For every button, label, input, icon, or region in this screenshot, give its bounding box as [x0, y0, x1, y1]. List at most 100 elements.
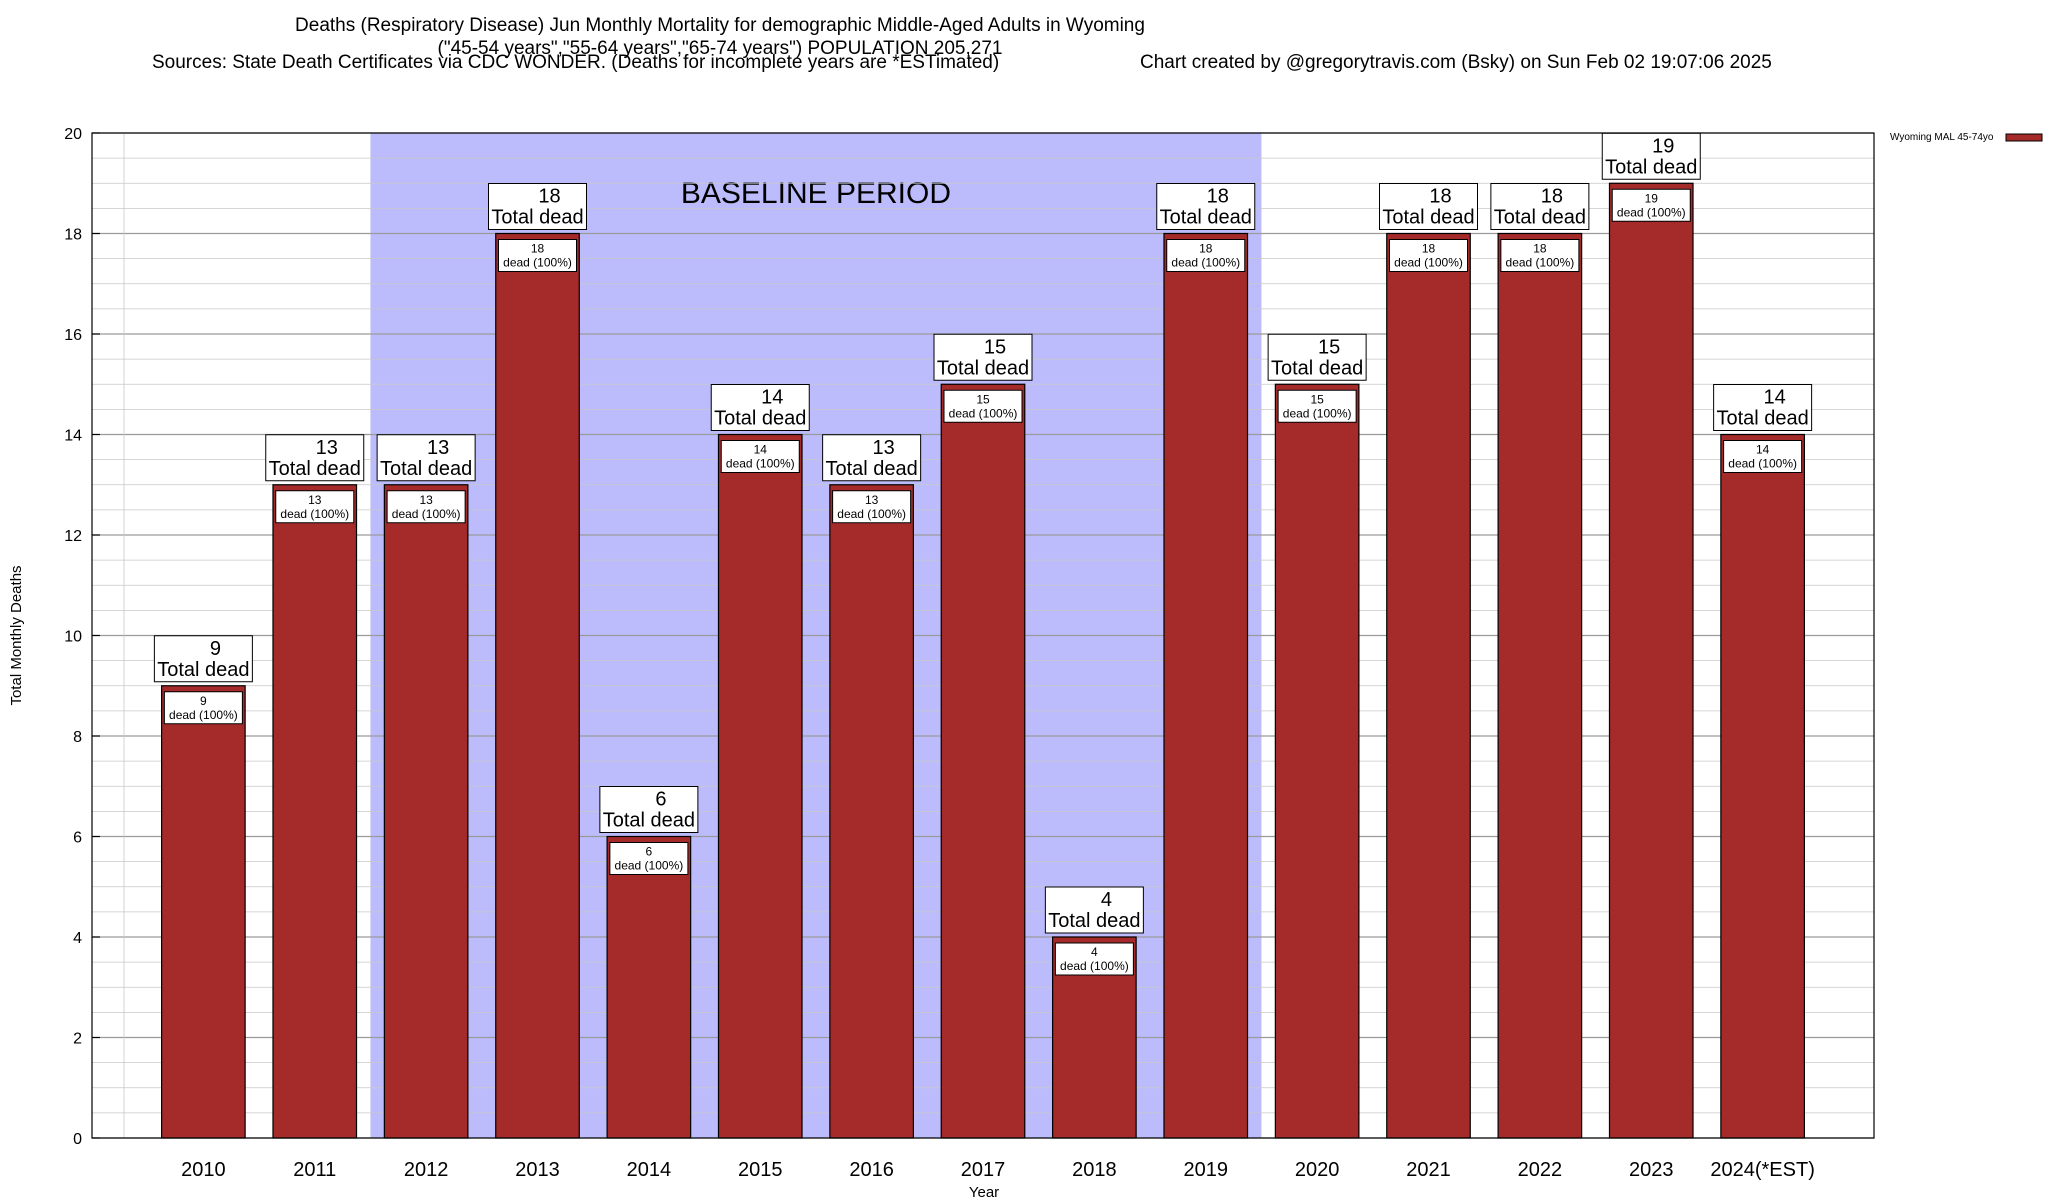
y-tick-label-8: 8	[73, 729, 82, 746]
chart-title: Deaths (Respiratory Disease) Jun Monthly…	[295, 15, 1145, 36]
total-value-label-2012: 13	[427, 437, 449, 459]
segment-label-box-2015	[720, 440, 800, 473]
total-text-label-2016: Total dead	[825, 458, 917, 480]
x-tick-label-2015: 2015	[738, 1159, 783, 1181]
segment-label-box-2019	[1166, 239, 1246, 272]
y-tick-label-2: 2	[73, 1031, 82, 1048]
segment-percent-label-2019: dead (100%)	[1171, 256, 1240, 270]
legend-swatch	[2005, 133, 2043, 142]
segment-value-label-2019: 18	[1199, 242, 1213, 256]
total-text-label-2015: Total dead	[714, 408, 806, 430]
total-text-label-2020: Total dead	[1271, 357, 1363, 379]
total-text-label-2011: Total dead	[269, 458, 361, 480]
bar-2021	[1386, 232, 1471, 1139]
segment-value-label-2011: 13	[308, 493, 322, 507]
segment-label-box-2022	[1500, 239, 1580, 272]
y-tick-label-16: 16	[64, 327, 82, 344]
segment-percent-label-2024(*EST): dead (100%)	[1728, 457, 1797, 471]
segment-percent-label-2015: dead (100%)	[726, 457, 795, 471]
total-label-box-2015	[710, 384, 810, 431]
x-tick-label-2011: 2011	[293, 1159, 336, 1181]
total-text-label-2019: Total dead	[1160, 207, 1252, 229]
total-label-box-2020	[1267, 333, 1367, 381]
total-value-label-2016: 13	[873, 437, 895, 459]
segment-label-box-2016	[832, 490, 912, 524]
total-value-label-2019: 18	[1207, 186, 1229, 208]
x-tick-label-2017: 2017	[961, 1159, 1006, 1181]
segment-value-label-2010: 9	[200, 694, 207, 708]
bar-2014	[606, 835, 692, 1139]
total-value-label-2014: 6	[655, 789, 666, 811]
total-label-box-2013	[488, 183, 587, 230]
total-label-box-2018	[1044, 886, 1144, 934]
x-tick-label-2019: 2019	[1184, 1159, 1229, 1181]
bar-2010	[161, 685, 246, 1139]
total-text-label-2010: Total dead	[157, 659, 249, 681]
total-value-label-2013: 18	[538, 186, 560, 208]
segment-percent-label-2021: dead (100%)	[1394, 256, 1463, 270]
bar-2019	[1163, 232, 1249, 1139]
total-value-label-2023: 19	[1652, 135, 1674, 157]
segment-percent-label-2022: dead (100%)	[1506, 256, 1575, 270]
chart-sources: Sources: State Death Certificates via CD…	[152, 52, 1000, 73]
segment-percent-label-2013: dead (100%)	[503, 256, 572, 270]
total-value-label-2020: 15	[1318, 336, 1340, 358]
chart-subtitle: ("45-54 years","55-64 years","65-74 year…	[437, 38, 1003, 59]
chart-credit: Chart created by @gregorytravis.com (Bsk…	[1140, 52, 1772, 73]
bar-2024(*EST)	[1720, 433, 1805, 1139]
total-text-label-2013: Total dead	[491, 207, 583, 229]
legend-entry-label: Wyoming MAL 45-74yo	[1890, 132, 1994, 143]
y-tick-label-10: 10	[64, 629, 82, 646]
y-tick-label-0: 0	[73, 1131, 82, 1148]
y-tick-label-18: 18	[64, 227, 82, 244]
total-value-label-2021: 18	[1429, 186, 1451, 208]
chart-title-block: Deaths (Respiratory Disease) Jun Monthly…	[0, 14, 1440, 60]
bar-2023	[1608, 182, 1694, 1139]
y-tick-label-12: 12	[64, 528, 82, 545]
total-label-box-2017	[933, 333, 1033, 381]
segment-label-box-2010	[163, 691, 243, 725]
total-text-label-2024(*EST): Total dead	[1716, 408, 1808, 430]
y-tick-label-4: 4	[73, 930, 82, 947]
segment-value-label-2018: 4	[1091, 945, 1098, 959]
segment-label-box-2014	[609, 842, 689, 875]
segment-label-box-2020	[1277, 389, 1357, 423]
x-tick-label-2024(*EST): 2024(*EST)	[1710, 1159, 1815, 1181]
x-tick-label-2012: 2012	[404, 1159, 449, 1181]
total-text-label-2014: Total dead	[603, 810, 695, 832]
segment-percent-label-2012: dead (100%)	[392, 507, 461, 521]
total-value-label-2018: 4	[1101, 889, 1112, 911]
x-tick-label-2018: 2018	[1072, 1159, 1117, 1181]
segment-value-label-2015: 14	[754, 443, 768, 457]
bar-2015	[717, 433, 803, 1139]
total-text-label-2022: Total dead	[1494, 207, 1586, 229]
segment-value-label-2013: 18	[531, 242, 545, 256]
total-label-box-2014	[599, 786, 699, 833]
segment-percent-label-2011: dead (100%)	[280, 507, 349, 521]
segment-value-label-2017: 15	[976, 392, 990, 406]
segment-value-label-2016: 13	[865, 493, 879, 507]
segment-value-label-2014: 6	[646, 845, 653, 859]
total-label-box-2011	[265, 434, 365, 482]
segment-label-box-2024(*EST)	[1723, 440, 1803, 473]
bar-2016	[829, 484, 914, 1139]
total-label-box-2023	[1601, 132, 1701, 180]
segment-value-label-2023: 19	[1645, 191, 1659, 205]
segment-label-box-2018	[1054, 942, 1134, 976]
segment-percent-label-2023: dead (100%)	[1617, 205, 1686, 219]
segment-percent-label-2017: dead (100%)	[949, 406, 1018, 420]
total-text-label-2017: Total dead	[937, 357, 1029, 379]
x-tick-label-2022: 2022	[1518, 1159, 1563, 1181]
bar-2020	[1274, 383, 1360, 1139]
segment-label-box-2017	[943, 389, 1023, 423]
total-value-label-2022: 18	[1541, 186, 1563, 208]
total-label-box-2010	[153, 635, 253, 683]
total-value-label-2015: 14	[761, 387, 783, 409]
bar-2022	[1497, 232, 1583, 1139]
bar-2012	[383, 484, 469, 1139]
segment-percent-label-2016: dead (100%)	[837, 507, 906, 521]
bar-2011	[272, 484, 358, 1139]
total-value-label-2017: 15	[984, 336, 1006, 358]
segment-label-box-2021	[1389, 239, 1468, 272]
